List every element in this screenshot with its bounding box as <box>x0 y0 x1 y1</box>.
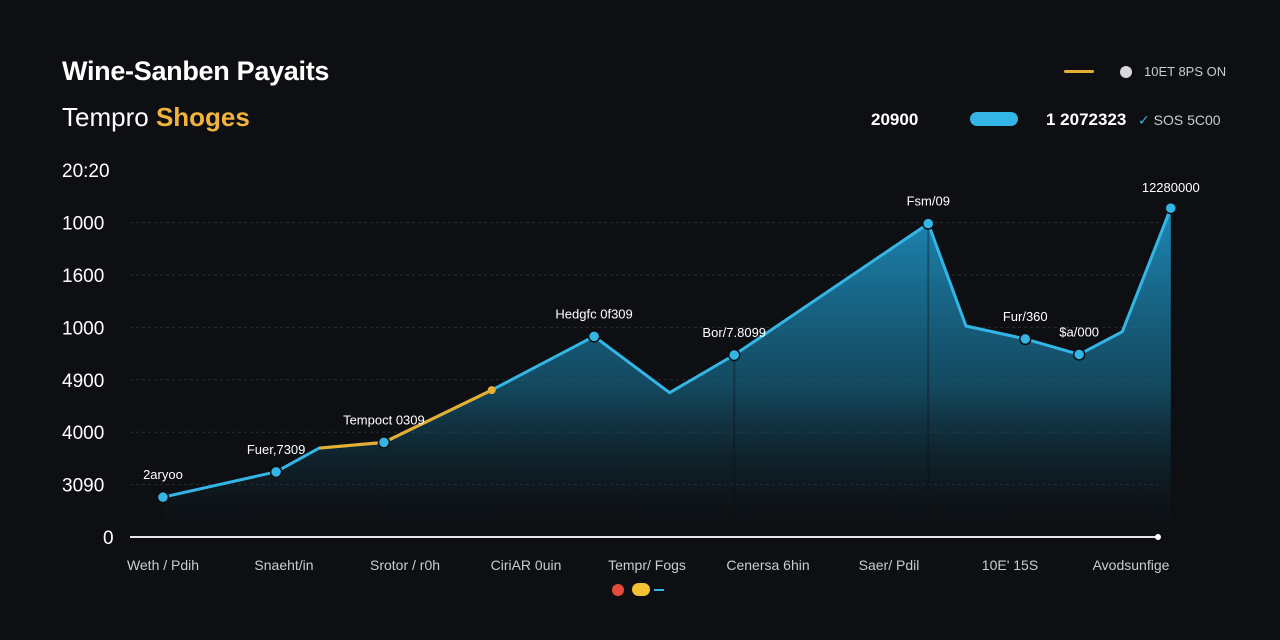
x-tick-label: Srotor / r0h <box>370 557 440 573</box>
chart-subtitle: Tempro Shoges <box>62 102 250 133</box>
data-points <box>156 201 1178 504</box>
data-point <box>1019 332 1032 346</box>
data-point <box>156 490 170 504</box>
data-point <box>922 217 935 230</box>
data-point <box>1072 348 1086 361</box>
y-tick-label: 4000 <box>62 423 104 444</box>
x-tick-label: CiriAR 0uin <box>491 557 562 573</box>
legend-line-swatch <box>1064 70 1094 73</box>
y-tick-label: 20:20 <box>62 161 110 182</box>
subtitle-accent: Shoges <box>155 102 250 132</box>
x-tick-label: Snaeht/in <box>254 557 313 573</box>
x-tick-label: Avodsunfige <box>1093 557 1170 573</box>
x-tick-label: Cenersa 6hin <box>726 557 809 573</box>
legend-red-dot <box>612 583 624 596</box>
data-point <box>1164 201 1178 215</box>
header-value: 1 2072323 <box>1046 110 1127 129</box>
data-point <box>587 330 601 343</box>
data-point <box>727 348 741 362</box>
data-label: Bor/7.8099 <box>702 325 766 340</box>
legend-dot-swatch <box>1120 65 1132 78</box>
y-tick-label: 0 <box>103 528 114 549</box>
x-axis: Weth / Pdih Snaeht/in Srotor / r0h CiriAR 0… <box>127 557 1170 573</box>
legend-yellow-pill <box>632 583 650 596</box>
data-label: Hedgfc 0f309 <box>555 306 632 321</box>
chart-title: Wine-Sanben Payaits <box>62 56 330 86</box>
bottom-legend <box>612 583 664 596</box>
header-pill-swatch <box>970 112 1018 126</box>
y-tick-label: 1000 <box>62 318 104 339</box>
subtitle-main: Tempro <box>62 102 149 132</box>
data-label: 12280000 <box>1142 180 1200 195</box>
y-axis: 0 3090 4000 4900 1000 1600 1000 20:20 <box>62 161 114 549</box>
header-value-secondary: ✓ SOS 5C00 <box>1138 112 1221 129</box>
x-tick-label: Tempr/ Fogs <box>608 557 686 573</box>
x-tick-label: Weth / Pdih <box>127 557 199 573</box>
data-point <box>269 465 283 479</box>
data-point <box>487 386 496 395</box>
area-fill <box>162 208 1171 537</box>
data-label: Tempoct 0309 <box>343 412 425 427</box>
data-label: Fur/360 <box>1003 309 1048 324</box>
data-label: Fuer,7309 <box>247 442 306 457</box>
data-label: $a/000 <box>1059 324 1099 339</box>
data-point <box>377 436 391 449</box>
legend-label: 10ET 8PS ON <box>1144 64 1227 79</box>
data-label: Fsm/09 <box>907 194 950 209</box>
header-value-secondary-text: SOS 5C00 <box>1153 112 1221 128</box>
x-tick-label: Saer/ Pdil <box>859 557 920 573</box>
y-tick-label: 1600 <box>62 266 104 287</box>
header-stat: 20900 <box>871 110 919 129</box>
check-icon: ✓ <box>1138 112 1150 128</box>
top-legend: 10ET 8PS ON <box>1064 64 1226 79</box>
x-tick-label: 10E' 15S <box>982 557 1038 573</box>
legend-blue-line <box>654 588 664 591</box>
x-axis-end-dot <box>1155 534 1161 540</box>
y-tick-label: 3090 <box>62 476 104 497</box>
y-tick-label: 4900 <box>62 371 104 392</box>
data-labels: 2aryoo Fuer,7309 Tempoct 0309 Hedgfc 0f309 B… <box>143 180 1200 482</box>
y-tick-label: 1000 <box>62 214 104 235</box>
data-label: 2aryoo <box>143 467 183 482</box>
